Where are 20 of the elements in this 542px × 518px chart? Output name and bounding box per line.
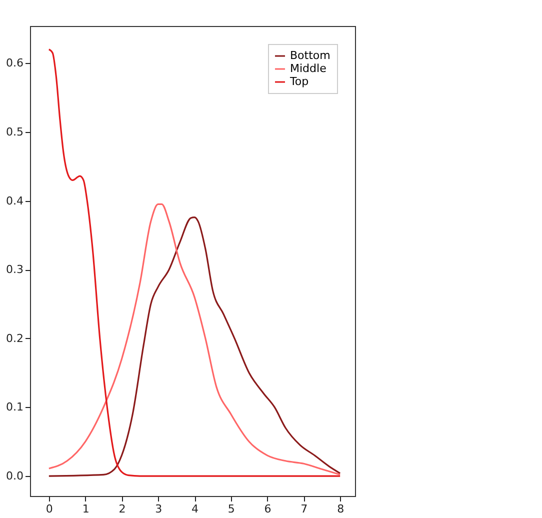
legend-label: Middle (290, 62, 327, 75)
y-tick-label: 0.1 (6, 400, 24, 414)
x-tick-label: 1 (82, 502, 90, 516)
y-tick-label: 0.3 (6, 263, 24, 276)
x-tick-label: 6 (264, 502, 272, 516)
y-tick-label: 0.2 (6, 332, 24, 345)
x-tick-label: 3 (155, 502, 162, 516)
y-tick-label: 0.6 (6, 56, 24, 70)
y-tick-label: 0.4 (6, 194, 24, 208)
line-series (48, 48, 341, 477)
legend-label: Top (289, 75, 309, 88)
y-tick-label: 0.5 (6, 125, 24, 138)
x-tick-label: 8 (337, 502, 344, 516)
x-tick-label: 5 (228, 502, 235, 516)
x-tick-label: 0 (46, 502, 53, 516)
x-tick-label: 7 (300, 502, 308, 516)
legend-label: Bottom (290, 49, 330, 62)
x-tick-label: 4 (192, 502, 198, 516)
x-tick-label: 2 (118, 502, 126, 516)
y-tick-label: 0.0 (6, 470, 24, 483)
